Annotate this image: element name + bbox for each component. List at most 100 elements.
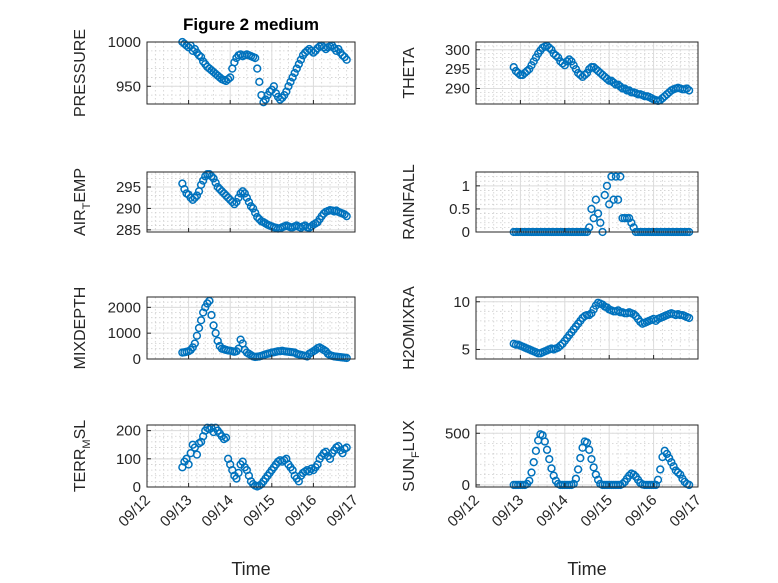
- y-tick-label: 295: [116, 179, 141, 196]
- y-tick-label: 300: [445, 42, 470, 59]
- data-point: [246, 202, 256, 211]
- data-point: [562, 57, 572, 66]
- axes-frame: [146, 171, 356, 233]
- data-point: [667, 458, 676, 467]
- data-point: [199, 308, 208, 317]
- data-point: [591, 195, 601, 204]
- y-axis-label: H2OMIXRA: [401, 286, 418, 370]
- y-tick-label: 1: [462, 178, 470, 195]
- data-point: [540, 437, 549, 446]
- data-point: [602, 181, 612, 190]
- data-point: [664, 453, 674, 463]
- y-axis-label: AIRTEMP: [72, 168, 93, 236]
- y-tick-label: 0.5: [449, 201, 470, 218]
- data-point: [238, 187, 247, 196]
- data-point: [616, 172, 625, 181]
- data-point: [669, 462, 678, 471]
- subplot-h2omixra: 5 10 H2OMIXRA: [401, 286, 699, 370]
- data-point: [531, 446, 541, 455]
- data-point: [292, 64, 301, 73]
- y-tick-label: 100: [116, 451, 141, 468]
- data-point: [190, 443, 199, 452]
- data-point: [593, 475, 603, 484]
- data-point: [525, 476, 534, 485]
- data-point: [255, 77, 264, 87]
- data-point: [288, 73, 297, 82]
- data-point: [228, 197, 237, 207]
- subplot-air: 285 290 295 AIRTEMP: [72, 168, 356, 239]
- data-point: [684, 86, 694, 95]
- data-point: [230, 58, 239, 67]
- data-point: [558, 59, 567, 68]
- data-point: [196, 52, 206, 62]
- data-point: [565, 55, 574, 64]
- y-tick-label: 295: [445, 61, 470, 78]
- data-point: [585, 223, 594, 232]
- data-point: [184, 460, 193, 469]
- data-point: [342, 443, 351, 452]
- data-point: [587, 454, 596, 464]
- axes-frame: [475, 296, 699, 360]
- data-point: [573, 465, 583, 474]
- data-point: [342, 211, 351, 221]
- data-point: [545, 454, 554, 464]
- data-point: [223, 193, 233, 202]
- data-point: [192, 331, 202, 340]
- data-point: [286, 77, 295, 87]
- data-point: [662, 449, 672, 459]
- data-point: [296, 55, 306, 64]
- y-tick-label: 950: [116, 78, 141, 95]
- data-point: [684, 313, 694, 323]
- data-point: [585, 310, 594, 320]
- subplot-rainfall: 0 0.5 1 RAINFALL: [401, 164, 699, 241]
- data-point: [609, 195, 618, 204]
- data-point: [587, 204, 596, 214]
- y-tick-label: 0: [462, 224, 470, 241]
- data-point: [211, 329, 220, 338]
- data-point: [253, 212, 262, 222]
- y-axis-label: SUNFLUX: [401, 420, 422, 492]
- data-point: [616, 82, 625, 91]
- data-point: [248, 204, 258, 213]
- data-point: [676, 470, 685, 479]
- data-point: [207, 172, 216, 181]
- data-point: [205, 169, 214, 179]
- x-axis-label: Time: [231, 559, 270, 579]
- data-point: [338, 449, 347, 458]
- y-tick-label: 290: [445, 81, 470, 98]
- data-point: [236, 189, 245, 198]
- data-point: [194, 323, 204, 333]
- data-point: [340, 210, 349, 219]
- data-point: [230, 199, 239, 209]
- data-point: [251, 53, 260, 63]
- data-point: [234, 193, 243, 202]
- data-point: [221, 191, 231, 200]
- y-tick-label: 285: [116, 222, 141, 239]
- data-point: [251, 208, 260, 217]
- data-point: [625, 214, 634, 223]
- y-tick-label: 10: [453, 294, 470, 311]
- data-point: [338, 51, 347, 60]
- y-tick-label: 500: [445, 425, 470, 442]
- data-point: [589, 463, 598, 472]
- data-point: [223, 75, 233, 84]
- data-point: [684, 480, 694, 490]
- subplot-theta: 290 295 300 THETA: [401, 41, 699, 106]
- data-point: [240, 189, 249, 198]
- data-point: [609, 78, 618, 87]
- data-point: [190, 193, 199, 202]
- data-point: [600, 190, 609, 200]
- data-point: [673, 468, 683, 477]
- data-point: [188, 195, 197, 205]
- data-point: [629, 310, 638, 319]
- axes-background: [146, 171, 356, 233]
- y-axis-label: THETA: [401, 47, 418, 99]
- subplot-pressure: 950 1000 PRESSURE: [72, 29, 356, 117]
- data-point: [613, 306, 623, 315]
- axes-frame: [475, 41, 699, 105]
- axes-frame: [146, 424, 356, 488]
- y-tick-label: 200: [116, 423, 141, 440]
- data-point: [585, 445, 594, 454]
- y-axis-label: TERRMSL: [72, 420, 93, 492]
